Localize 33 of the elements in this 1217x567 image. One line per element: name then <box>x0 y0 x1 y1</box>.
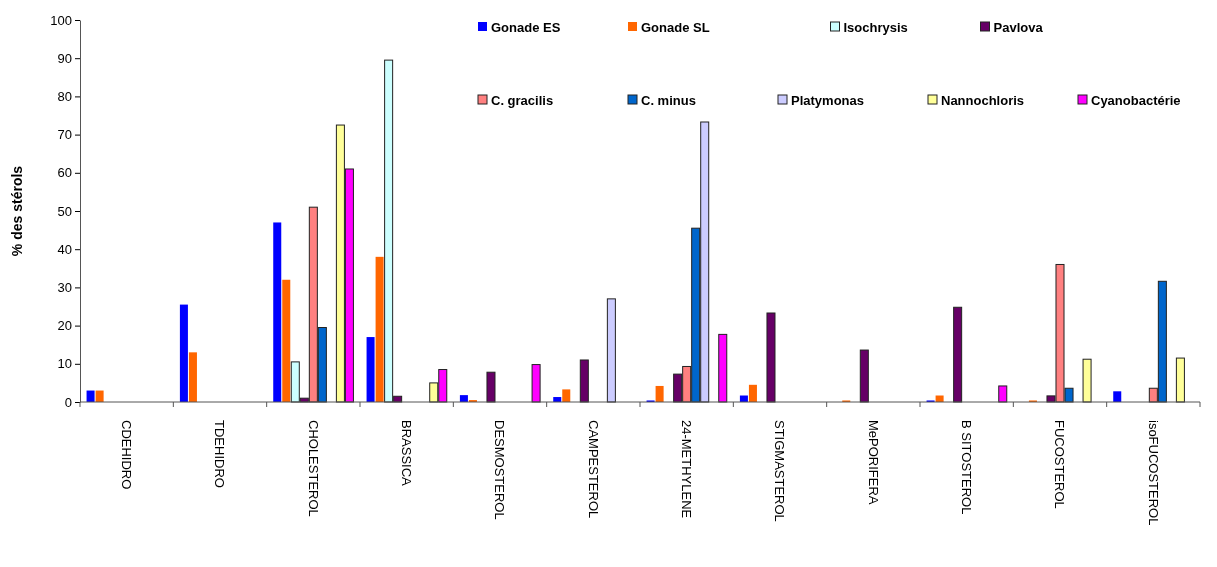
x-tick-label: BRASSICA <box>399 420 415 487</box>
legend-label: C. gracilis <box>491 92 554 108</box>
x-tick-label: STIGMASTEROL <box>772 420 788 522</box>
y-tick-label: 30 <box>57 280 72 296</box>
y-tick-label: 60 <box>57 165 72 181</box>
x-tick-label: FUCOSTEROL <box>1052 420 1068 509</box>
y-tick-label: 70 <box>57 127 72 143</box>
y-tick-label: 20 <box>57 318 72 334</box>
legend-label: C. minus <box>641 92 696 108</box>
y-tick-label: 90 <box>57 50 72 66</box>
x-tick-label: CDEHIDRO <box>119 420 135 490</box>
legend-label: Cyanobactérie <box>1091 92 1181 108</box>
legend-label: Isochrysis <box>843 19 908 35</box>
y-axis-title: % des stérols <box>9 165 25 257</box>
x-tick-label: CAMPESTEROL <box>585 420 601 519</box>
x-tick-label: MePORIFERA <box>865 420 881 505</box>
x-tick-label: CHOLESTEROL <box>305 420 321 517</box>
legend-label: Gonade SL <box>641 19 710 35</box>
y-tick-label: 100 <box>50 12 72 28</box>
x-tick-label: isoFUCOSTEROL <box>1145 420 1161 526</box>
legend-label: Pavlova <box>993 19 1044 35</box>
y-tick-label: 50 <box>57 203 72 219</box>
x-tick-label: B SITOSTEROL <box>959 420 975 515</box>
legend-label: Platymonas <box>791 92 864 108</box>
x-tick-label: TDEHIDRO <box>212 420 228 488</box>
y-tick-label: 10 <box>57 356 72 372</box>
x-tick-label: 24-METHYLENE <box>679 420 695 519</box>
y-tick-label: 0 <box>64 394 72 410</box>
y-tick-label: 80 <box>57 89 72 105</box>
y-tick-label: 40 <box>57 241 72 257</box>
x-tick-label: DESMOSTEROL <box>492 420 508 520</box>
legend-label: Gonade ES <box>491 19 561 35</box>
legend-label: Nannochloris <box>941 92 1025 108</box>
